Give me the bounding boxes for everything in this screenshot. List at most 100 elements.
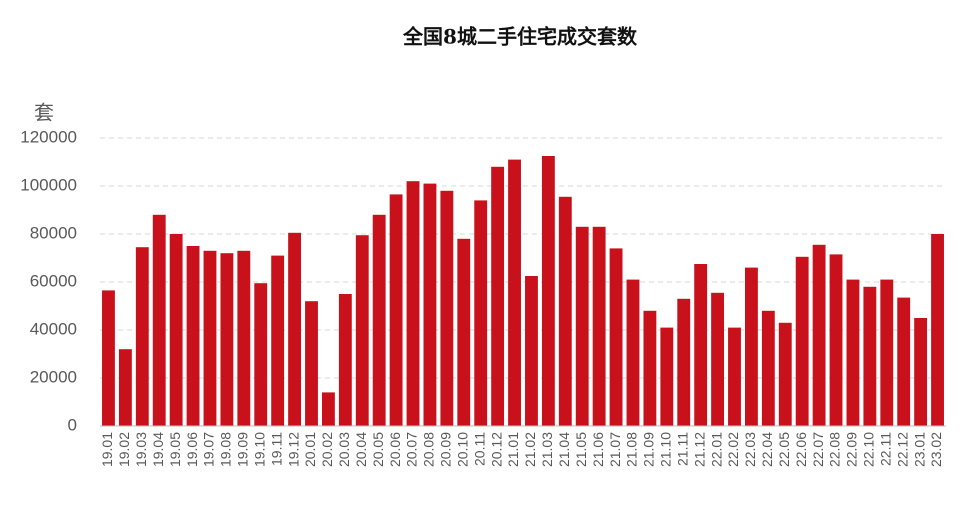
bar xyxy=(541,156,555,426)
bar xyxy=(254,283,268,426)
bar xyxy=(575,226,589,426)
bar xyxy=(711,292,725,426)
x-tick-label: 21.01 xyxy=(505,432,521,467)
bar xyxy=(897,297,911,426)
bar xyxy=(728,327,741,426)
bar xyxy=(626,279,640,426)
chart-title: 全国8城二手住宅成交套数 xyxy=(402,25,638,49)
bar xyxy=(118,349,132,426)
x-tick-label: 23.01 xyxy=(911,432,927,467)
x-tick-label: 22.06 xyxy=(793,432,809,467)
x-tick-label: 19.09 xyxy=(235,432,251,467)
bar xyxy=(660,327,674,426)
x-tick-label: 20.07 xyxy=(404,432,420,467)
x-tick-label: 21.09 xyxy=(641,432,657,467)
bar xyxy=(440,190,454,426)
x-tick-label: 22.05 xyxy=(776,432,792,467)
bar xyxy=(846,279,860,426)
x-tick-label: 21.10 xyxy=(658,432,674,467)
bar xyxy=(102,290,115,426)
x-tick-label: 19.08 xyxy=(218,432,234,467)
bar xyxy=(761,310,775,426)
bar xyxy=(220,253,234,426)
y-tick-label: 60000 xyxy=(30,271,77,290)
x-tick-label: 19.02 xyxy=(116,432,132,467)
bar xyxy=(457,238,471,426)
x-tick-label: 22.11 xyxy=(877,432,893,466)
x-tick-label: 22.12 xyxy=(894,432,910,467)
bar xyxy=(237,250,251,426)
x-tick-label: 20.08 xyxy=(421,432,437,467)
x-tick-label: 19.12 xyxy=(285,432,301,467)
x-tick-label: 23.02 xyxy=(928,432,944,467)
bar xyxy=(914,318,928,426)
bar xyxy=(812,244,826,426)
bar xyxy=(795,256,809,426)
x-tick-label: 20.03 xyxy=(336,432,352,467)
bar xyxy=(186,246,200,426)
bar xyxy=(677,298,691,426)
x-tick-label: 20.01 xyxy=(302,432,318,467)
bar xyxy=(271,255,285,426)
bar xyxy=(423,183,437,426)
bar xyxy=(508,159,521,426)
bar xyxy=(609,248,623,426)
x-tick-label: 19.07 xyxy=(201,432,217,467)
x-tick-label: 21.12 xyxy=(691,432,707,467)
x-tick-label: 21.07 xyxy=(607,432,623,467)
x-tick-label: 21.08 xyxy=(624,432,640,467)
bar xyxy=(338,294,352,426)
x-tick-label: 19.10 xyxy=(251,432,267,467)
x-tick-label: 20.12 xyxy=(488,432,504,467)
y-axis-label: 套 xyxy=(34,101,54,124)
x-tick-label: 19.06 xyxy=(184,432,200,467)
x-tick-label: 21.03 xyxy=(539,432,555,467)
y-tick-label: 40000 xyxy=(30,319,77,338)
x-tick-label: 21.11 xyxy=(674,432,690,466)
x-tick-label: 20.09 xyxy=(438,432,454,467)
bar xyxy=(880,279,894,426)
bar xyxy=(474,200,488,426)
x-tick-label: 21.04 xyxy=(556,432,572,467)
x-tick-label: 19.05 xyxy=(167,432,183,467)
x-tick-label: 20.05 xyxy=(370,432,386,467)
x-tick-label: 20.04 xyxy=(353,432,369,467)
x-tick-label: 20.11 xyxy=(471,432,487,466)
bar xyxy=(372,214,386,426)
x-tick-label: 19.04 xyxy=(150,432,166,467)
bar xyxy=(744,267,758,426)
bar xyxy=(778,322,792,426)
bar xyxy=(863,286,877,426)
x-tick-label: 22.08 xyxy=(827,432,843,467)
x-tick-label: 21.05 xyxy=(573,432,589,467)
bar xyxy=(389,194,403,426)
y-tick-label: 0 xyxy=(68,415,77,434)
y-tick-label: 20000 xyxy=(30,367,77,386)
x-tick-label: 22.10 xyxy=(861,432,877,467)
bar xyxy=(355,235,369,426)
y-tick-label: 120000 xyxy=(20,127,77,146)
x-tick-label: 22.07 xyxy=(810,432,826,467)
bar xyxy=(406,181,420,426)
bar xyxy=(592,226,606,426)
bar xyxy=(491,166,505,427)
x-tick-label: 20.06 xyxy=(387,432,403,467)
bar xyxy=(643,310,657,426)
bar xyxy=(321,392,335,426)
x-tick-label: 19.11 xyxy=(268,432,284,466)
x-tick-label: 21.02 xyxy=(522,432,538,467)
bar xyxy=(525,276,538,426)
x-tick-label: 22.03 xyxy=(742,432,758,467)
x-tick-label: 19.01 xyxy=(99,432,115,467)
bar xyxy=(931,234,944,426)
x-tick-label: 19.03 xyxy=(133,432,149,467)
bar xyxy=(169,234,183,426)
x-tick-label: 22.09 xyxy=(844,432,860,467)
x-tick-label: 22.02 xyxy=(725,432,741,467)
bar xyxy=(152,214,166,426)
bar xyxy=(694,264,708,426)
y-tick-label: 80000 xyxy=(30,223,77,242)
x-tick-label: 22.01 xyxy=(708,432,724,467)
x-tick-label: 20.10 xyxy=(454,432,470,467)
